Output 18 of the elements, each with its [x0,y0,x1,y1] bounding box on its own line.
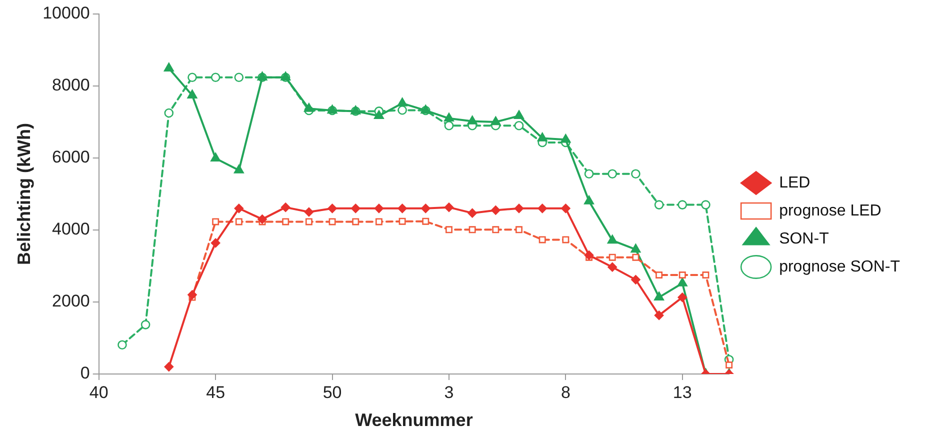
y-axis-title: Belichting (kWh) [14,123,34,265]
y-tick-label: 6000 [52,148,90,167]
legend-label: SON-T [779,230,830,248]
legend-label: prognose SON-T [779,258,900,276]
x-tick-label: 45 [206,382,226,402]
x-tick-label: 40 [89,382,108,402]
x-tick-label: 50 [322,382,342,402]
x-tick-label: 8 [560,382,570,402]
x-tick-label: 3 [444,382,454,402]
legend-label: LED [779,174,810,192]
y-tick-label: 0 [80,364,90,383]
y-tick-label: 8000 [52,76,90,95]
y-tick-label: 10000 [42,4,90,23]
y-tick-label: 4000 [52,220,90,239]
y-tick-label: 2000 [52,292,90,311]
legend-label: prognose LED [779,202,882,220]
x-axis-title: Weeknummer [355,410,473,430]
x-tick-label: 13 [672,382,692,402]
